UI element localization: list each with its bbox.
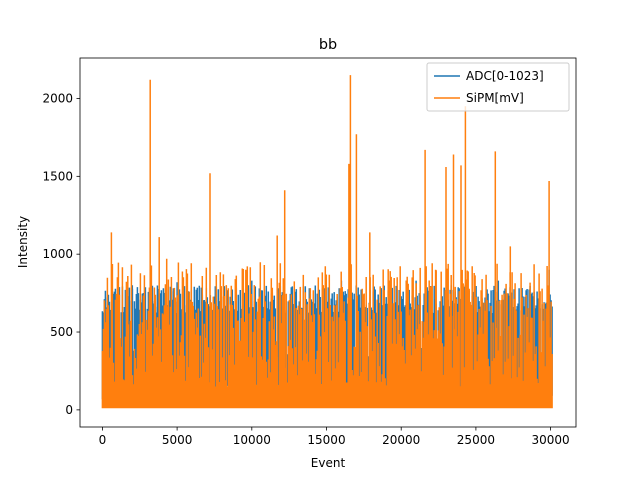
y-tick-label: 500	[50, 325, 73, 339]
y-axis-label: Intensity	[16, 216, 30, 268]
legend-label-adc: ADC[0-1023]	[466, 69, 544, 83]
chart-title: bb	[319, 37, 337, 53]
y-tick-label: 0	[65, 403, 73, 417]
series-sipm-line	[101, 75, 553, 409]
plot-area	[101, 75, 553, 409]
x-tick-label: 30000	[532, 433, 570, 447]
y-tick-label: 1000	[42, 247, 73, 261]
legend-box	[426, 62, 570, 112]
x-tick-label: 25000	[457, 433, 495, 447]
x-tick-label: 15000	[307, 433, 345, 447]
x-tick-label: 20000	[382, 433, 420, 447]
y-tick-label: 2000	[42, 91, 73, 105]
x-axis-ticks: 0 5000 10000 15000 20000 25000 30000	[99, 427, 570, 447]
legend-label-sipm: SiPM[mV]	[466, 91, 524, 105]
x-tick-label: 10000	[233, 433, 271, 447]
x-axis-label: Event	[311, 456, 346, 470]
x-tick-label: 5000	[162, 433, 193, 447]
axes-frame	[79, 57, 577, 428]
y-axis-ticks: 0 500 1000 1500 2000	[42, 91, 80, 417]
y-tick-label: 1500	[42, 169, 73, 183]
legend: ADC[0-1023] SiPM[mV]	[426, 62, 570, 112]
x-tick-label: 0	[99, 433, 107, 447]
